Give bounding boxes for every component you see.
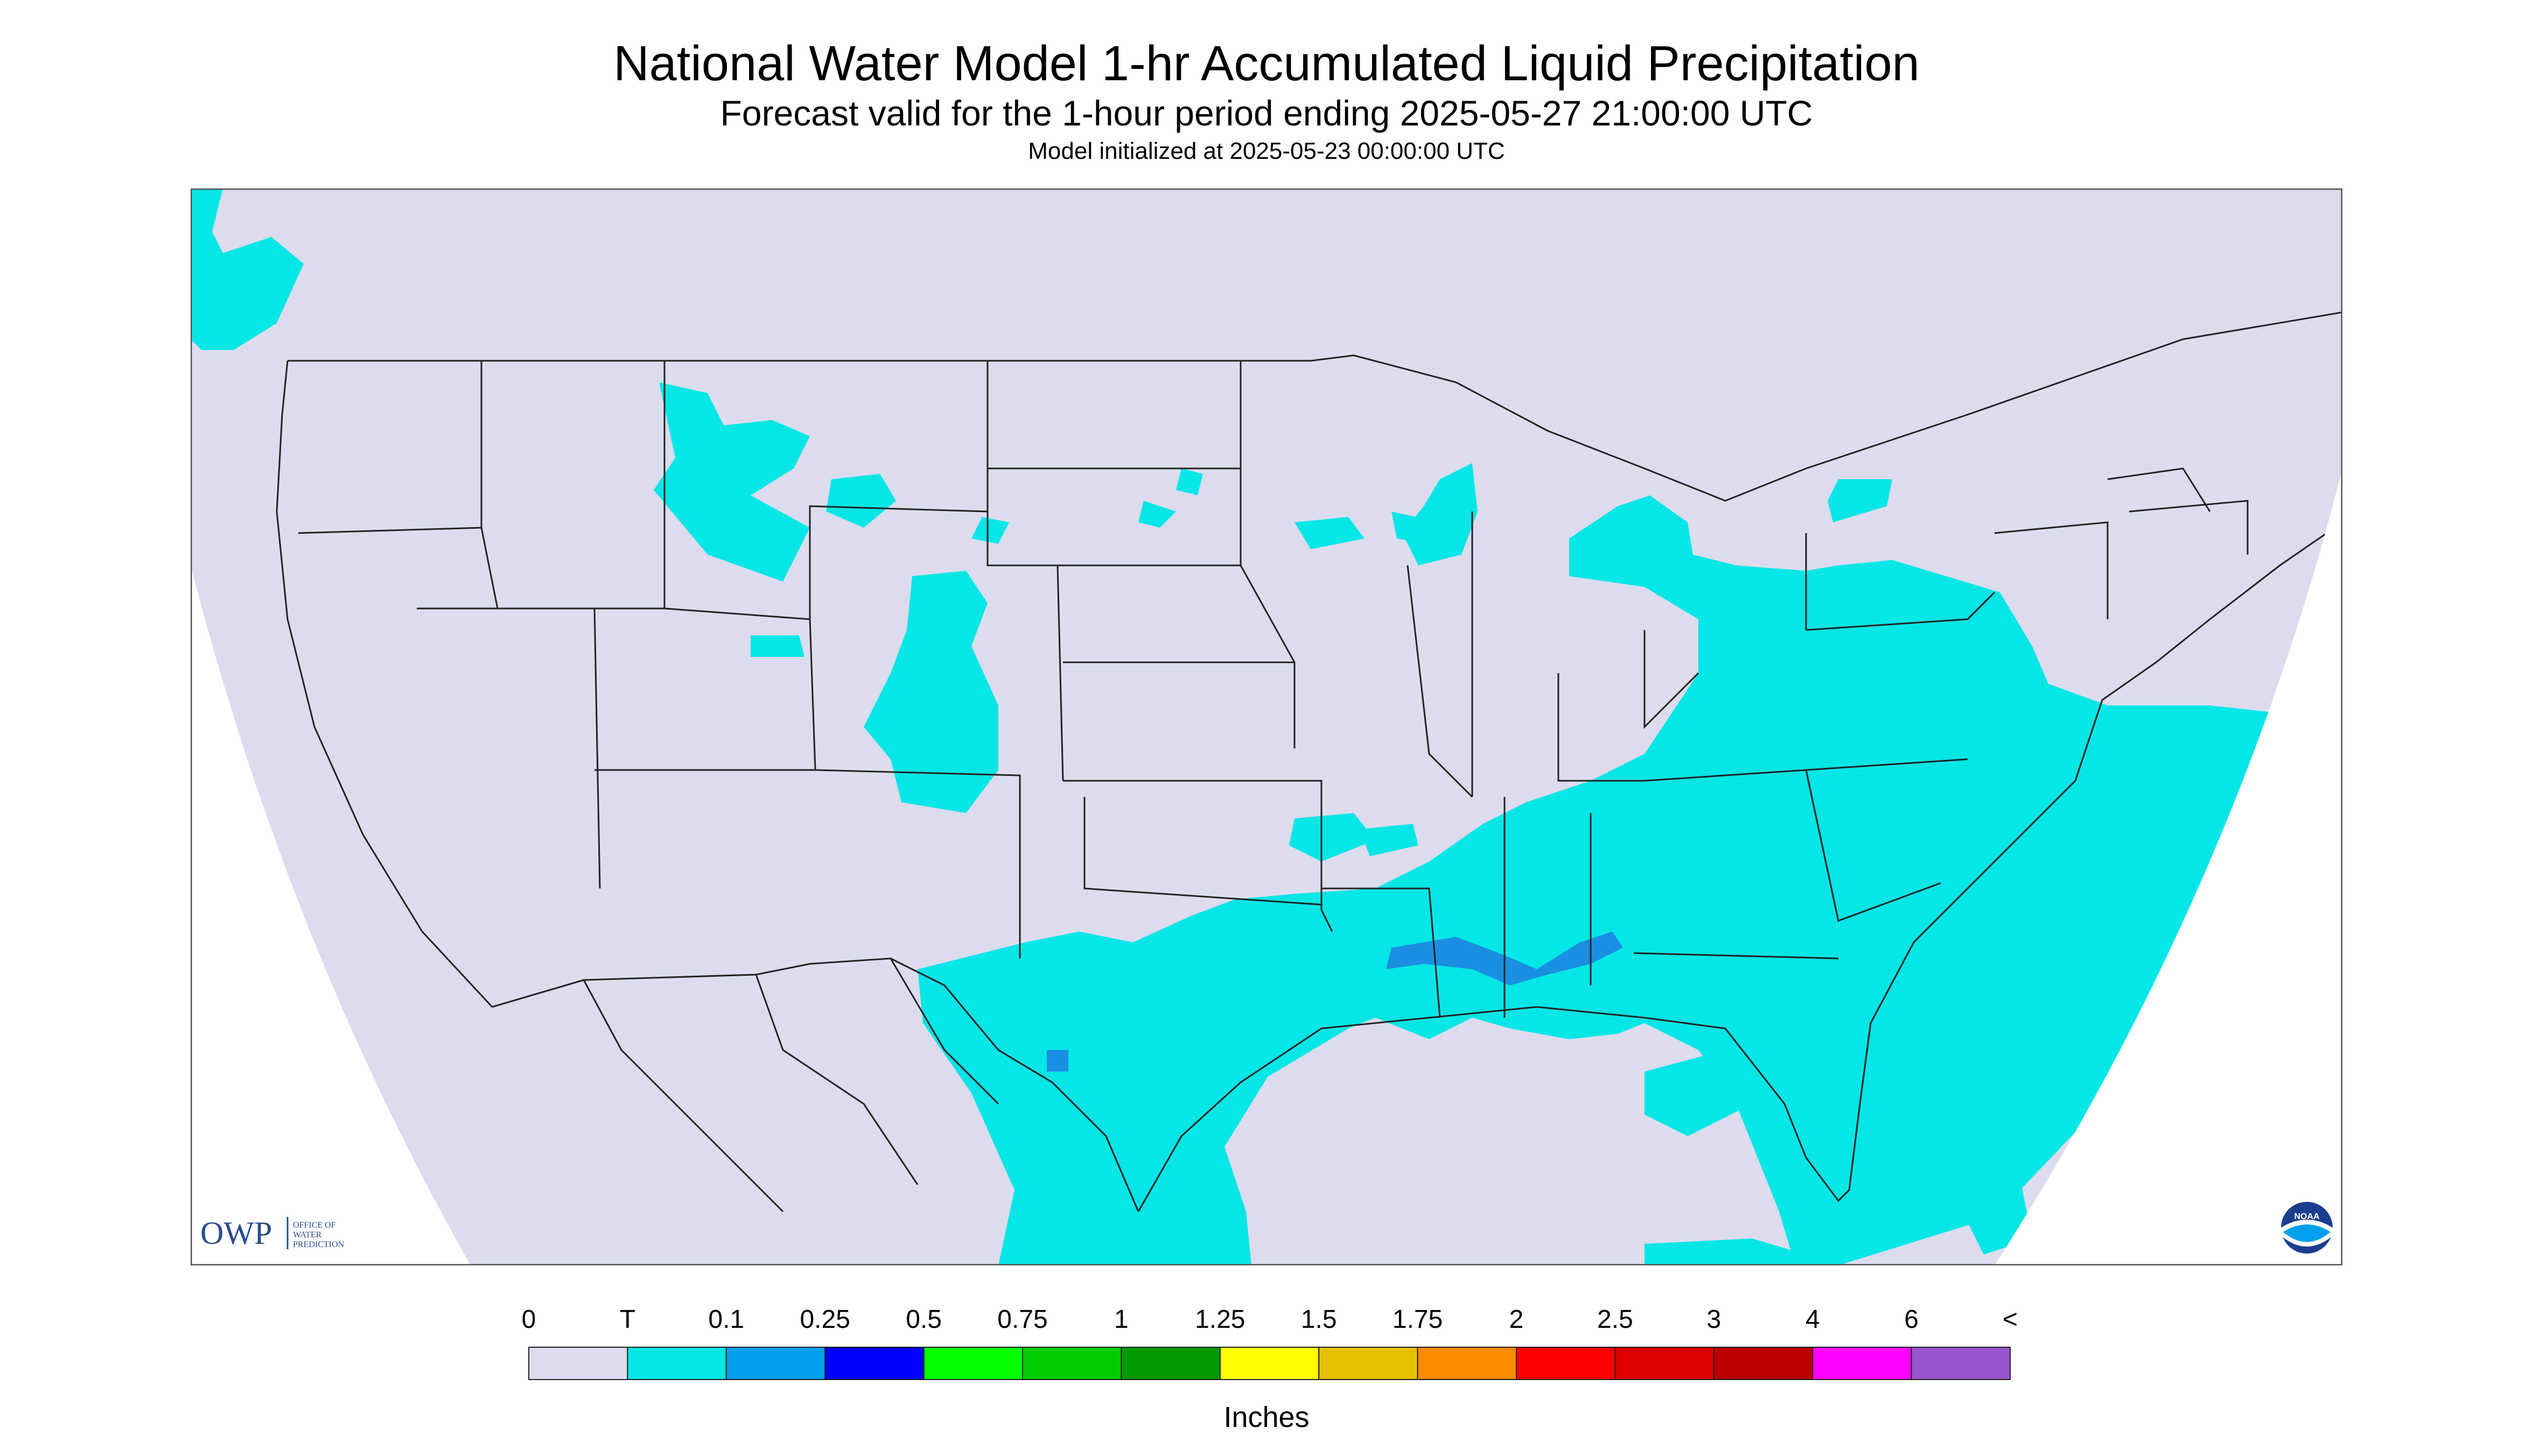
legend-swatch — [1219, 1347, 1320, 1380]
color-legend: 0 T 0.1 0.25 0.5 0.75 1 1.25 1.5 1.75 2 2.5 3 4 6 < Inc… — [522, 1305, 2018, 1433]
outside-left — [191, 565, 471, 1265]
boundaries — [276, 311, 2342, 1213]
legend-label: T — [620, 1305, 635, 1334]
owp-logo-line1: OFFICE OF — [293, 1221, 336, 1230]
noaa-logo: NOAA — [2281, 1202, 2333, 1254]
legend-label: 1 — [1114, 1305, 1129, 1334]
legend-label: 0 — [522, 1305, 536, 1334]
precip-area-montana-east — [826, 474, 896, 528]
legend-label: 1.5 — [1301, 1305, 1337, 1334]
legend-swatch — [1812, 1347, 1912, 1380]
legend-units: Inches — [1223, 1401, 1309, 1433]
legend-swatch — [1911, 1347, 2011, 1380]
legend-label: 0.75 — [997, 1305, 1047, 1334]
legend-label: 1.25 — [1195, 1305, 1245, 1334]
legend-label: 3 — [1706, 1305, 1721, 1334]
legend-swatch — [528, 1347, 628, 1380]
precip-area-oklahoma-spot — [1359, 824, 1418, 856]
precip-trace-areas — [191, 188, 2307, 1265]
precip-area-wisconsin — [1402, 463, 1478, 565]
legend-swatch — [1022, 1347, 1122, 1380]
precipitation-map: OWP OFFICE OF WATER PREDICTION NOAA — [191, 188, 2342, 1265]
pacific-coast — [276, 360, 493, 1008]
map-border — [191, 188, 2342, 1265]
precip-area-utah-small — [751, 635, 804, 657]
precip-area-ontario — [1828, 479, 1892, 522]
precip-area-kansas-spot — [1289, 813, 1375, 862]
legend-label: 0.5 — [906, 1305, 942, 1334]
legend-labels: 0 T 0.1 0.25 0.5 0.75 1 1.25 1.5 1.75 2 2.5 3 4 6 < — [522, 1305, 2018, 1334]
legend-label: 6 — [1904, 1305, 1919, 1334]
legend-swatch — [1713, 1347, 1814, 1380]
precip-area-wyoming — [864, 571, 998, 813]
legend-label: 2 — [1509, 1305, 1524, 1334]
precip-area-wyoming-small — [971, 517, 1009, 544]
precip-area-texas-spot — [1047, 1050, 1068, 1072]
owp-logo-line2: WATER — [293, 1230, 322, 1240]
noaa-logo-text: NOAA — [2294, 1212, 2320, 1221]
canada-us-border — [293, 311, 2342, 502]
legend-label: 0.1 — [708, 1305, 744, 1334]
gulf-coast — [1137, 521, 2342, 1212]
outside-right — [1995, 468, 2342, 1265]
legend-swatch — [1516, 1347, 1616, 1380]
state-lines-central — [986, 361, 1441, 1018]
owp-logo-mark: OWP — [200, 1215, 272, 1251]
legend-swatch — [627, 1347, 727, 1380]
legend-label: 4 — [1806, 1305, 1820, 1334]
precip-area-pacific-northwest — [191, 188, 304, 350]
page-title: National Water Model 1-hr Accumulated Li… — [613, 36, 1920, 91]
legend-swatches — [528, 1347, 2011, 1380]
mexico-border — [492, 957, 1139, 1212]
legend-label: 1.75 — [1393, 1305, 1443, 1334]
state-lines-east — [1407, 512, 1996, 1018]
northeast-lines — [1994, 467, 2249, 619]
legend-swatch — [1614, 1347, 1715, 1380]
model-init-line: Model initialized at 2025-05-23 00:00:00… — [1028, 138, 1505, 164]
legend-label: 2.5 — [1597, 1305, 1633, 1334]
legend-swatch — [1318, 1347, 1418, 1380]
precip-area-east-main — [918, 495, 2307, 1265]
precip-area-cuba — [1645, 1238, 1806, 1265]
precip-area-montana — [654, 382, 810, 582]
legend-swatch — [923, 1347, 1023, 1380]
mexico-states — [583, 958, 999, 1213]
precip-area-bahamas — [1962, 1168, 2032, 1255]
legend-label: 0.25 — [800, 1305, 850, 1334]
owp-logo-line3: PREDICTION — [293, 1240, 345, 1249]
outside-projection — [191, 468, 2342, 1265]
legend-swatch — [1417, 1347, 1517, 1380]
precip-area-gulf-south — [1645, 1050, 1752, 1136]
legend-swatch — [1121, 1347, 1221, 1380]
forecast-valid-subtitle: Forecast valid for the 1-hour period end… — [720, 93, 1813, 133]
legend-label: < — [2003, 1305, 2018, 1334]
owp-logo: OWP OFFICE OF WATER PREDICTION — [200, 1215, 345, 1251]
legend-swatch — [725, 1347, 826, 1380]
legend-swatch — [824, 1347, 925, 1380]
